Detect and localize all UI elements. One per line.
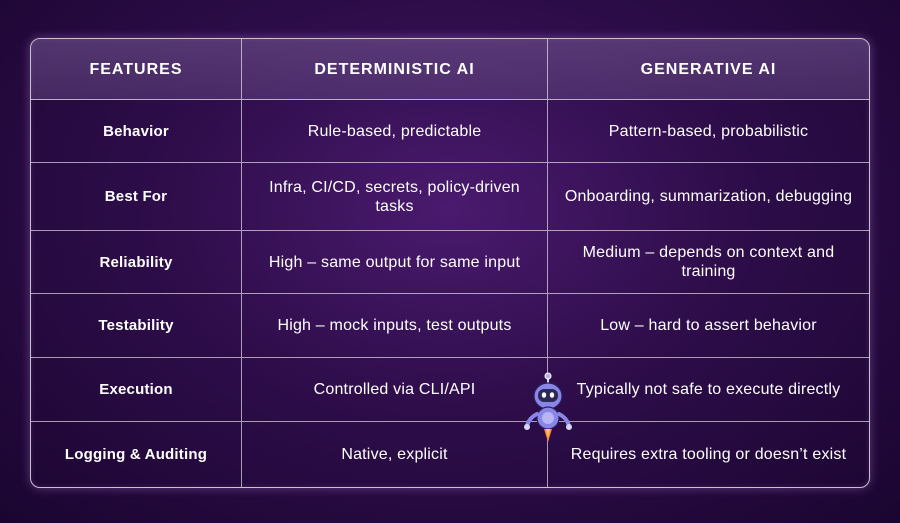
row-best-for-feature: Best For — [31, 163, 242, 231]
row-execution-generative: Typically not safe to execute directly — [548, 358, 869, 422]
row-reliability-feature: Reliability — [31, 231, 242, 294]
row-testability-generative: Low – hard to assert behavior — [548, 294, 869, 358]
robot-mascot-icon — [524, 372, 572, 442]
row-testability-feature: Testability — [31, 294, 242, 358]
row-best-for-deterministic: Infra, CI/CD, secrets, policy-driven tas… — [242, 163, 548, 231]
row-testability-deterministic: High – mock inputs, test outputs — [242, 294, 548, 358]
row-reliability-generative: Medium – depends on context and training — [548, 231, 869, 294]
row-reliability-deterministic: High – same output for same input — [242, 231, 548, 294]
header-generative-ai: GENERATIVE AI — [548, 39, 869, 100]
row-execution-feature: Execution — [31, 358, 242, 422]
header-deterministic-ai: DETERMINISTIC AI — [242, 39, 548, 100]
row-best-for-generative: Onboarding, summarization, debugging — [548, 163, 869, 231]
row-execution-deterministic: Controlled via CLI/API — [242, 358, 548, 422]
row-logging-feature: Logging & Auditing — [31, 422, 242, 487]
comparison-table: FEATURES DETERMINISTIC AI GENERATIVE AI … — [30, 38, 870, 488]
row-logging-deterministic: Native, explicit — [242, 422, 548, 487]
row-behavior-deterministic: Rule-based, predictable — [242, 100, 548, 163]
comparison-grid: FEATURES DETERMINISTIC AI GENERATIVE AI … — [31, 39, 869, 487]
row-logging-generative: Requires extra tooling or doesn’t exist — [570, 446, 847, 463]
header-features: FEATURES — [31, 39, 242, 100]
row-behavior-generative: Pattern-based, probabilistic — [548, 100, 869, 163]
row-behavior-feature: Behavior — [31, 100, 242, 163]
